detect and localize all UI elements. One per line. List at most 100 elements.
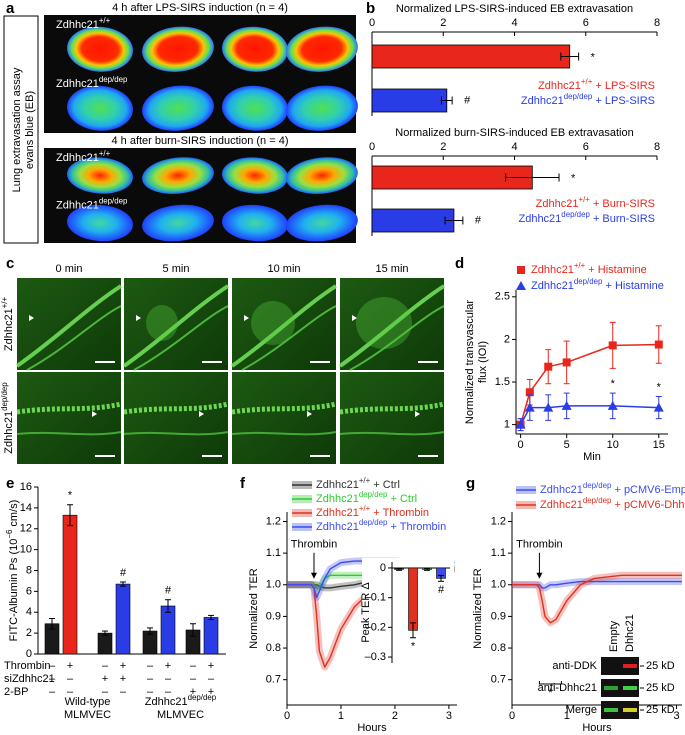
y-axis-label-part: FITC-Albumin Ps (10 (8, 539, 20, 642)
x-tick-label: 0 (509, 710, 515, 722)
legend-label-part: Zdhhc21 (521, 95, 564, 107)
annotation: Thrombin (291, 539, 337, 551)
y-tick-label: 1.5 (495, 376, 510, 388)
x-tick-label: 4 (511, 141, 517, 153)
bar (160, 605, 176, 655)
vessel (16, 431, 122, 436)
vessel (241, 305, 337, 371)
annotation: Thrombin (516, 539, 562, 551)
y-tick-label: 0.9 (266, 610, 281, 622)
lung-image (222, 85, 288, 131)
condition-sign: + (190, 686, 196, 698)
significance-mark: # (165, 585, 172, 597)
blot-image (601, 701, 639, 719)
line (519, 343, 659, 425)
lung-image (222, 204, 288, 242)
legend-label-part: + pCMV6-Dhhc21 (611, 499, 685, 511)
panel-label: d (455, 255, 464, 272)
y-tick-label: 1.1 (491, 547, 506, 559)
y-tick-label: 0.7 (266, 674, 281, 686)
time-label: 0 min (56, 263, 83, 275)
legend-label-part: Zdhhc21 (538, 80, 581, 92)
bar (115, 583, 131, 655)
condition-sign: – (102, 686, 109, 698)
vessel (231, 431, 337, 436)
micrograph (232, 372, 336, 464)
y-tick-label: –0.1 (365, 592, 386, 604)
y-tick-label: 4 (26, 606, 32, 618)
condition-label: siZdhhc21 (4, 673, 55, 685)
y-axis-label: Peak TER Δ (360, 582, 372, 643)
x-tick-label: 1 (338, 710, 344, 722)
error-bar (424, 568, 430, 571)
y-tick-label: 0.8 (266, 642, 281, 654)
condition-sign: + (165, 660, 171, 672)
x-axis-label: Hours (357, 722, 387, 734)
chart-title: Normalized LPS-SIRS-induced EB extravasa… (396, 3, 633, 15)
blot-band (623, 664, 637, 668)
y-tick-label: –0.3 (365, 651, 386, 663)
legend-label: Zdhhc21dep/dep + pCMV6-Empty (540, 481, 685, 496)
legend-label-part: Zdhhc21 (316, 521, 359, 533)
vessel (338, 284, 446, 368)
x-tick-label: 4 (511, 17, 517, 29)
legend-marker (516, 281, 526, 290)
leak (146, 305, 178, 341)
size-marker: 25 kD (646, 660, 675, 672)
condition-sign: – (147, 686, 154, 698)
significance-mark: * (411, 641, 416, 653)
condition-sign: – (190, 673, 197, 685)
x-tick-label: 0 (369, 17, 375, 29)
y-axis-label-part: cm/s) (8, 500, 20, 530)
marker (608, 341, 617, 350)
condition-sign: – (67, 686, 74, 698)
blot-row-label: anti-DDK (552, 660, 597, 672)
panel-label: b (366, 0, 375, 17)
panel-label: f (240, 475, 246, 492)
y-tick-label: 1 (504, 419, 510, 431)
micrograph (340, 372, 444, 464)
lung-image (67, 157, 133, 194)
lung-image (67, 204, 133, 242)
legend-marker (517, 266, 525, 274)
y-axis-label: Normalized TER (248, 568, 260, 649)
time-label: 5 min (163, 263, 190, 275)
lung-image (142, 26, 214, 72)
legend-label-part: dep/dep (359, 490, 388, 499)
legend-label-part: dep/dep (564, 92, 593, 101)
condition-sign: – (147, 660, 154, 672)
chart-title: Normalized burn-SIRS-induced EB extravas… (395, 127, 633, 139)
genotype-label-part: Zdhhc21 (56, 78, 99, 90)
vessel (15, 284, 123, 368)
marker (525, 388, 534, 397)
error-bar (147, 627, 153, 635)
y-tick-label: 1.0 (491, 579, 506, 591)
y-tick-label: 8 (26, 564, 32, 576)
leak (356, 297, 412, 349)
group-label: Wild-type (65, 696, 111, 708)
legend-label-part: +/+ (578, 195, 590, 204)
error-bar (120, 581, 126, 587)
condition-sign: – (102, 660, 109, 672)
legend-label-part: +/+ (359, 504, 371, 513)
bar (62, 514, 78, 655)
condition-sign: + (208, 660, 214, 672)
x-axis-label: Hours (582, 722, 612, 734)
y-tick-label: 0.9 (491, 610, 506, 622)
x-tick-label: 10 (607, 439, 619, 451)
condition-sign: – (49, 686, 56, 698)
error-bar (560, 52, 580, 61)
genotype-label-part: Zdhhc21 (56, 152, 99, 164)
lung-image (67, 85, 133, 131)
error-bar (67, 504, 73, 527)
micrograph (17, 372, 121, 464)
significance-mark: # (120, 567, 127, 579)
y-tick-label: 1.0 (266, 579, 281, 591)
arrowhead-marker (352, 315, 357, 321)
legend-label: Zdhhc21dep/dep + Burn-SIRS (518, 210, 655, 225)
y-tick-label: –0.2 (365, 621, 386, 633)
blot-band (604, 686, 618, 690)
x-tick-label: 6 (583, 141, 589, 153)
legend-label-part: Zdhhc21 (531, 280, 574, 292)
